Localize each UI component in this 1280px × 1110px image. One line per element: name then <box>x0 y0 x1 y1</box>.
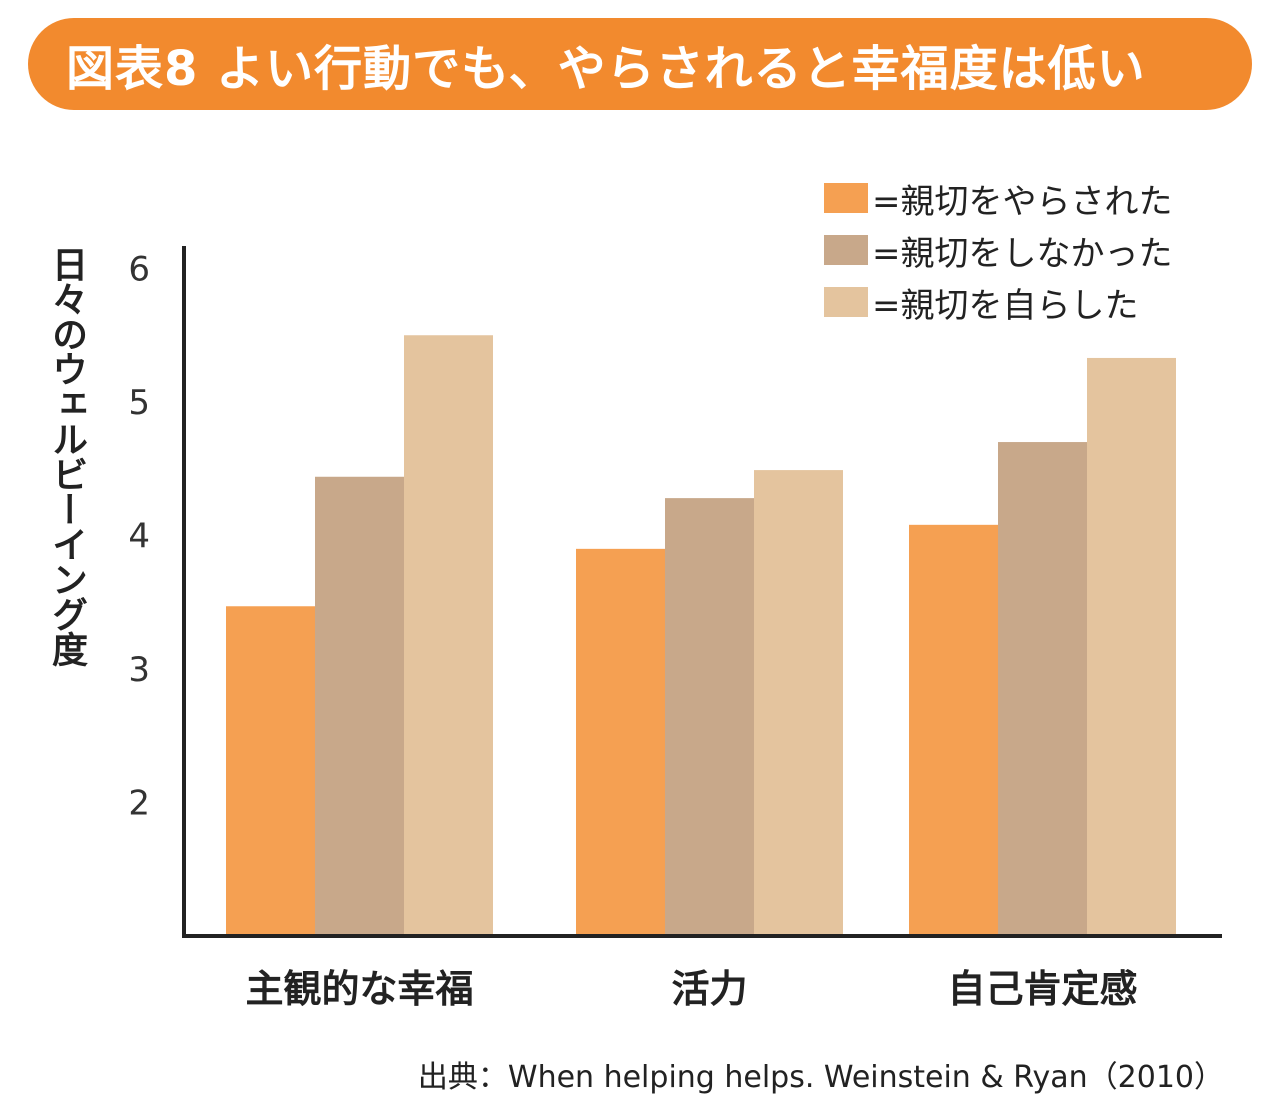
bar <box>909 524 998 936</box>
bar <box>576 548 665 936</box>
bar <box>315 476 404 936</box>
y-tick-label: 6 <box>128 250 150 290</box>
legend-label: =親切を自らした <box>872 285 1139 326</box>
y-tick-label: 3 <box>128 650 150 690</box>
legend-swatch <box>824 287 868 317</box>
legend-item: =親切を自らした <box>824 276 1173 328</box>
legend-swatch <box>824 183 868 213</box>
x-category-label: 活力 <box>671 967 747 1011</box>
y-tick-label: 5 <box>128 383 150 423</box>
bar <box>404 335 493 936</box>
y-tick-label: 4 <box>128 517 150 557</box>
y-axis-label: 日々のウェルビーイング度 <box>46 246 87 666</box>
legend-swatch <box>824 235 868 265</box>
x-category-label: 主観的な幸福 <box>245 967 473 1011</box>
chart-title: 図表8 よい行動でも、やらされると幸福度は低い <box>66 41 1146 97</box>
legend-label: =親切をやらされた <box>872 181 1173 222</box>
bar <box>226 606 315 936</box>
x-category-label: 自己肯定感 <box>947 967 1137 1011</box>
legend: =親切をやらされた =親切をしなかった =親切を自らした <box>824 172 1173 328</box>
legend-label: =親切をしなかった <box>872 233 1173 274</box>
source-citation: 出典：When helping helps. Weinstein & Ryan（… <box>417 1060 1224 1095</box>
bar <box>998 442 1087 936</box>
bar <box>665 498 754 936</box>
bar <box>754 470 843 936</box>
title-banner: 図表8 よい行動でも、やらされると幸福度は低い <box>28 18 1252 110</box>
bar <box>1087 357 1176 936</box>
legend-item: =親切をしなかった <box>824 224 1173 276</box>
y-tick-label: 2 <box>128 784 150 824</box>
legend-item: =親切をやらされた <box>824 172 1173 224</box>
